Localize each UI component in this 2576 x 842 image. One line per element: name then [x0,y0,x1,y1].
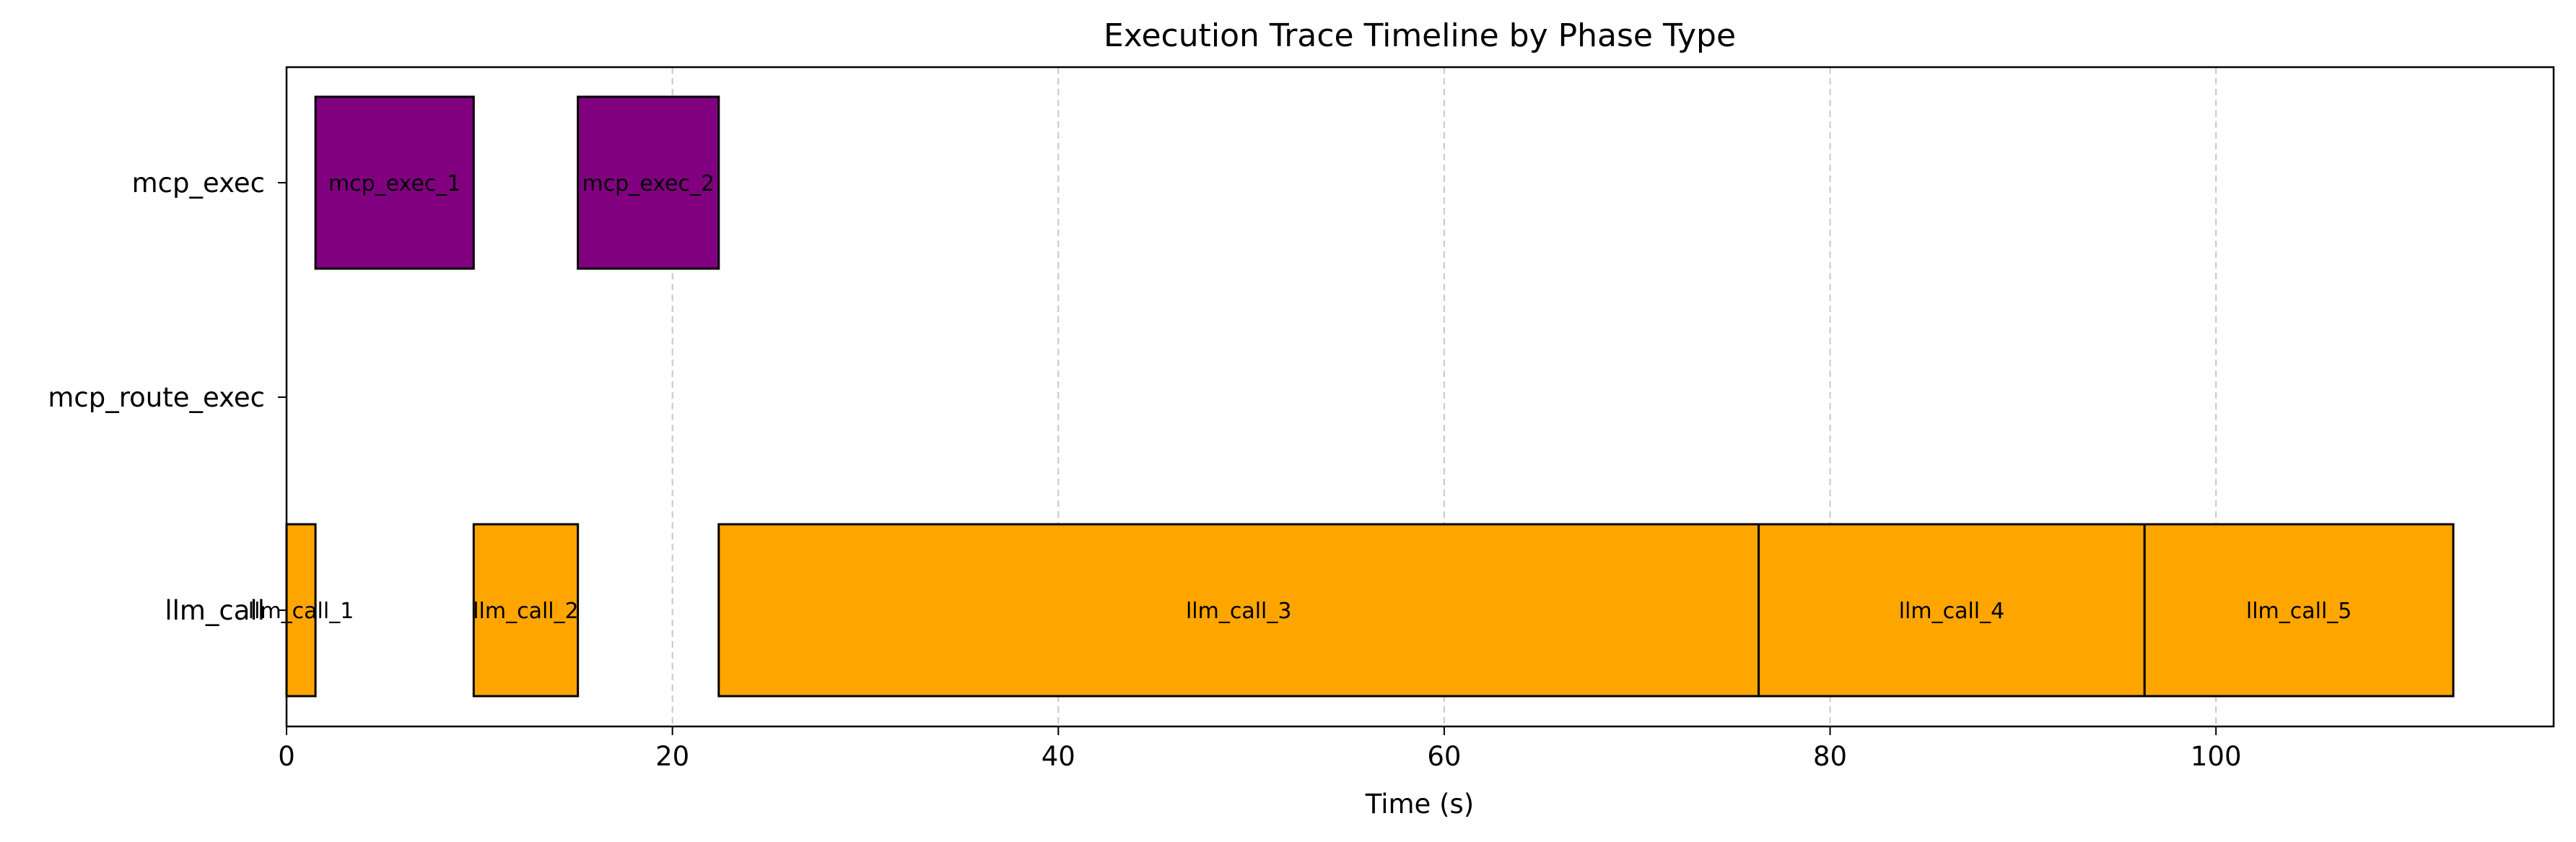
bar-llm-call-5 [2143,523,2455,698]
x-tick-label-40: 40 [1042,741,1075,772]
bar-label-mcp-exec-1: mcp_exec_1 [328,171,461,196]
bar-labels: llm_call_1 mcp_exec_1 llm_call_2 mcp_exec_2… [248,171,2352,624]
bar-label-llm-call-5: llm_call_5 [2246,599,2352,624]
timeline-bars [285,95,2455,698]
bar-llm-call-4 [1758,523,2146,698]
x-tick-label-20: 20 [655,741,689,772]
y-axis-ticks: llm_call mcp_route_exec mcp_exec [48,168,287,626]
x-tick-label-60: 60 [1427,741,1461,772]
bar-label-llm-call-4: llm_call_4 [1899,599,2005,624]
bar-mcp-exec-1 [314,95,475,270]
bar-label-mcp-exec-2: mcp_exec_2 [582,171,715,196]
x-tick-label-100: 100 [2191,741,2242,772]
chart-title: Execution Trace Timeline by Phase Type [1104,17,1736,54]
bar-llm-call-3 [717,523,1760,698]
bar-llm-call-1 [285,523,317,698]
bar-label-llm-call-2: llm_call_2 [473,599,579,624]
y-tick-label-llm-call: llm_call [165,595,265,626]
x-tick-label-0: 0 [278,741,295,772]
x-axis-label: Time (s) [1365,789,1474,820]
y-tick-label-mcp-route-exec: mcp_route_exec [48,382,265,413]
bar-label-llm-call-1: llm_call_1 [248,599,354,624]
x-tick-label-80: 80 [1813,741,1847,772]
bar-mcp-exec-2 [577,95,720,270]
y-tick-label-mcp-exec: mcp_exec [132,168,265,199]
bar-llm-call-2 [472,523,580,698]
x-axis-ticks: 0 20 40 60 80 100 [278,726,2242,772]
bar-label-llm-call-3: llm_call_3 [1186,599,1292,624]
